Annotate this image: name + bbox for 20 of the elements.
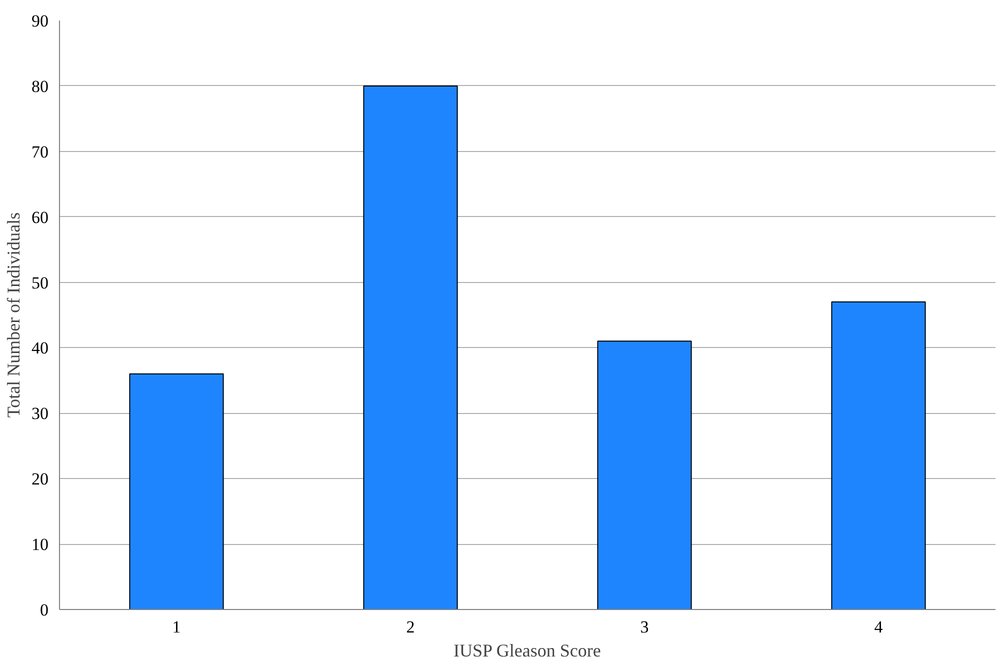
y-tick-label: 10	[32, 535, 48, 554]
x-tick-label: 2	[406, 618, 415, 636]
bar	[831, 301, 926, 610]
x-axis-title: IUSP Gleason Score	[454, 640, 601, 660]
y-tick-label: 80	[32, 76, 48, 96]
y-tick-label: 40	[32, 338, 48, 358]
x-tick-label: 1	[172, 618, 181, 636]
y-tick-label: 90	[32, 12, 48, 30]
bar	[363, 85, 458, 610]
y-tick-label: 30	[32, 404, 48, 424]
x-tick-label: 3	[640, 618, 649, 636]
x-tick-label: 4	[874, 618, 884, 636]
y-axis-title: Total Number of Individuals	[4, 212, 24, 418]
y-tick-label: 70	[32, 142, 48, 162]
y-tick-label: 0	[40, 600, 48, 620]
bar	[597, 340, 692, 610]
y-tick-label: 20	[32, 470, 48, 489]
y-tick-label: 60	[32, 208, 48, 227]
y-tick-label: 50	[32, 273, 48, 292]
bar	[129, 373, 224, 610]
